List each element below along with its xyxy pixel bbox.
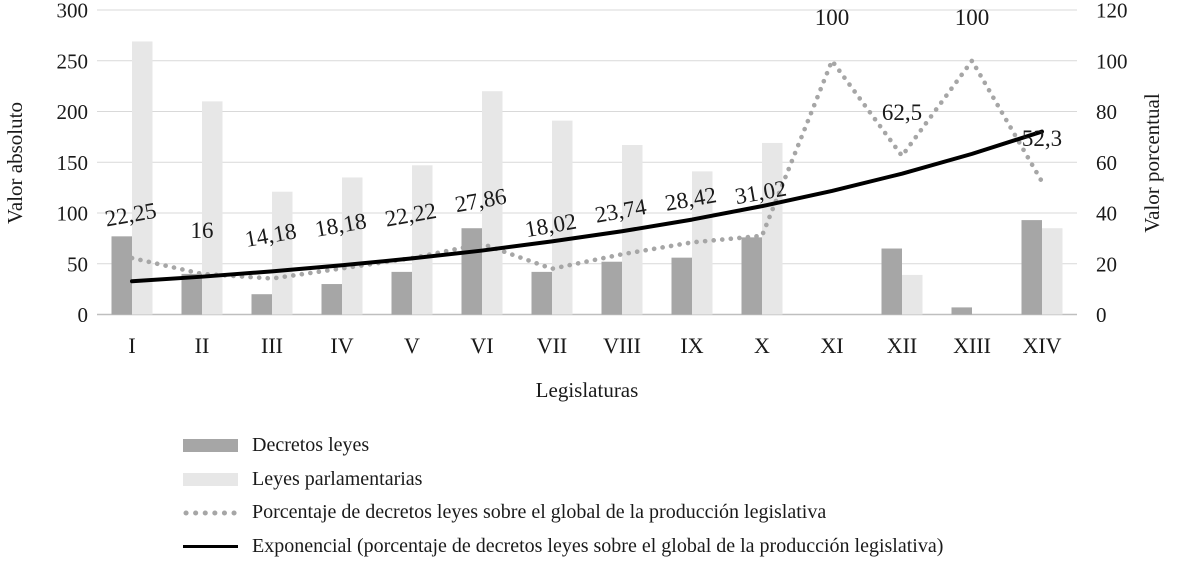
right-axis-tick: 100	[1096, 49, 1128, 73]
bar-decretos-I	[111, 236, 132, 315]
bar-decretos-IX	[671, 257, 692, 315]
left-axis-tick: 200	[57, 100, 89, 124]
x-axis-tick: XIV	[1022, 333, 1061, 358]
bar-leyes-XIV	[1042, 228, 1063, 315]
bar-leyes-VI	[482, 91, 503, 315]
bar-decretos-XIII	[951, 307, 972, 315]
dotted-line-icon	[183, 509, 238, 517]
x-axis-tick: VI	[470, 333, 493, 358]
right-axis-tick: 120	[1096, 0, 1128, 23]
bar-decretos-VII	[531, 271, 552, 315]
bar-decretos-IV	[321, 284, 342, 315]
data-label-XIII: 100	[955, 5, 990, 30]
legend-label: Decretos leyes	[252, 434, 370, 457]
legend-label: Exponencial (porcentaje de decretos leye…	[252, 534, 944, 557]
bar-swatch-light-icon	[183, 472, 238, 486]
solid-line-icon	[183, 544, 238, 548]
bar-decretos-VIII	[601, 261, 622, 315]
legend-item-leyes-parlamentarias: Leyes parlamentarias	[183, 463, 943, 497]
data-label-XI: 100	[815, 5, 850, 30]
left-axis-tick: 50	[67, 252, 88, 276]
legend-item-porcentaje: Porcentaje de decretos leyes sobre el gl…	[183, 496, 943, 530]
data-label-II: 16	[191, 218, 214, 243]
x-axis-tick: XIII	[953, 333, 991, 358]
x-axis-tick: V	[404, 333, 420, 358]
bar-leyes-I	[132, 41, 153, 315]
legend-label: Leyes parlamentarias	[252, 467, 423, 490]
exponential-trendline	[130, 129, 1044, 284]
bar-decretos-X	[741, 237, 762, 315]
left-axis-tick: 100	[57, 202, 89, 226]
x-axis-tick: VII	[537, 333, 568, 358]
gridlines	[97, 9, 1077, 316]
data-label-XII: 62,5	[882, 100, 922, 125]
bar-leyes-V	[412, 165, 433, 315]
bar-swatch-dark-icon	[183, 439, 238, 453]
bar-decretos-VI	[461, 228, 482, 315]
bar-leyes-VII	[552, 120, 573, 315]
bar-decretos-III	[251, 294, 272, 315]
left-axis-title: Valor absoluto	[3, 102, 27, 224]
x-axis-tick: XI	[820, 333, 843, 358]
x-axis-tick: II	[195, 333, 210, 358]
legend-item-exponencial: Exponencial (porcentaje de decretos leye…	[183, 530, 943, 564]
x-axis-tick: X	[754, 333, 770, 358]
bar-series	[111, 41, 1063, 315]
bar-decretos-V	[391, 271, 412, 315]
right-axis-tick: 60	[1096, 151, 1117, 175]
x-axis-tick: XII	[887, 333, 918, 358]
line-series	[129, 56, 1045, 284]
percentage-dotted-line	[129, 56, 1045, 281]
data-label-XIV: 52,3	[1022, 126, 1062, 151]
left-axis-tick: 250	[57, 49, 89, 73]
right-axis-title: Valor porcentual	[1140, 93, 1164, 233]
legend-label: Porcentaje de decretos leyes sobre el gl…	[252, 501, 827, 524]
left-axis-tick: 0	[78, 303, 89, 327]
bar-leyes-III	[272, 191, 293, 315]
x-axis-tick: IV	[330, 333, 353, 358]
bar-decretos-XII	[881, 248, 902, 315]
x-axis-tick: VIII	[603, 333, 641, 358]
left-axis-tick: 150	[57, 151, 89, 175]
x-axis-tick: III	[261, 333, 283, 358]
bar-leyes-IV	[342, 177, 363, 315]
right-axis-tick: 40	[1096, 202, 1117, 226]
x-axis-tick: I	[128, 333, 135, 358]
legend-item-decretos-leyes: Decretos leyes	[183, 429, 943, 463]
chart-legend: Decretos leyes Leyes parlamentarias Porc…	[183, 429, 943, 563]
bar-leyes-II	[202, 101, 223, 315]
right-axis-tick: 80	[1096, 100, 1117, 124]
x-axis-title: Legislaturas	[536, 378, 639, 402]
bar-decretos-XIV	[1021, 220, 1042, 315]
bar-leyes-XII	[902, 274, 923, 315]
bar-leyes-IX	[692, 171, 713, 315]
right-axis-tick: 0	[1096, 303, 1107, 327]
left-axis-tick: 300	[57, 0, 89, 23]
bar-leyes-X	[762, 142, 783, 315]
bar-decretos-II	[181, 273, 202, 315]
right-axis-tick: 20	[1096, 252, 1117, 276]
x-axis-tick: IX	[680, 333, 703, 358]
